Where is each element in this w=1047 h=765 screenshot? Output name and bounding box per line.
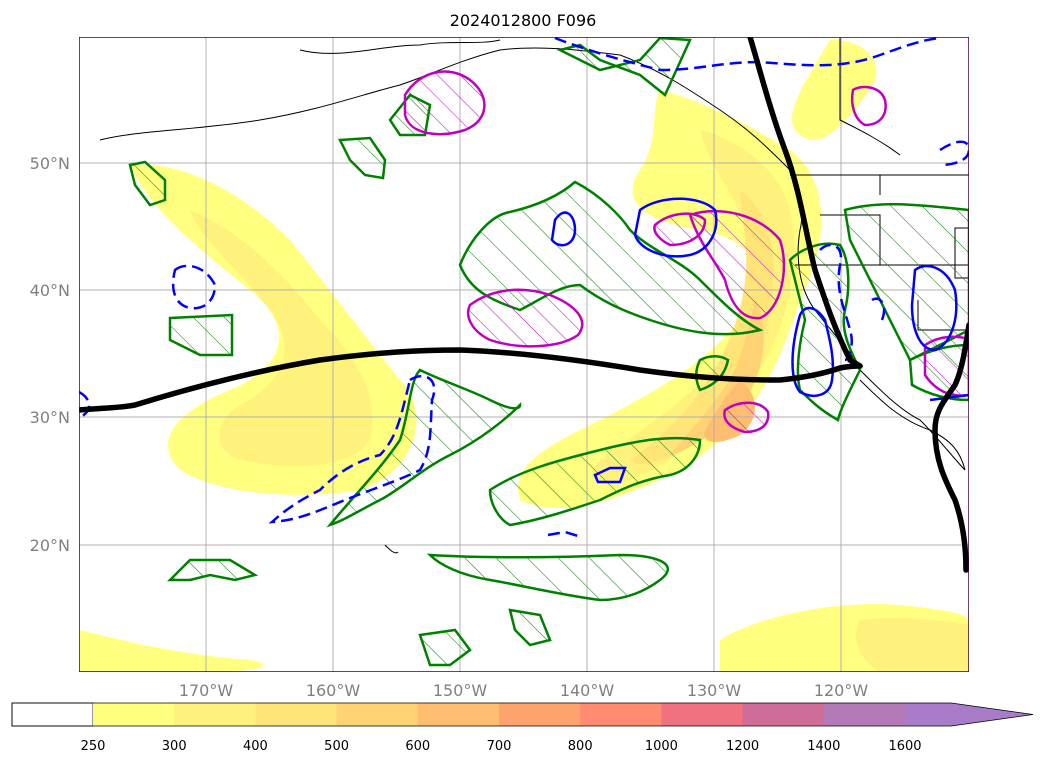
lat-label-30n: 30°N [30, 408, 70, 427]
colorbar-tick-label: 300 [162, 739, 187, 754]
lat-label-40n: 40°N [30, 281, 70, 300]
colorbar-segment [417, 703, 500, 726]
colorbar-tick-label: 700 [487, 739, 512, 754]
colorbar-segment [174, 703, 256, 726]
colorbar-segment [580, 703, 662, 726]
colorbar-tick-label: 600 [405, 739, 430, 754]
colorbar-segment [336, 703, 419, 726]
colorbar: 250 300 400 500 600 700 800 1000 1200 1400 1600 [11, 702, 1034, 754]
blue-contours [79, 37, 969, 538]
lon-label-140w: 140°W [560, 681, 615, 700]
colorbar-tick-label: 1400 [807, 739, 840, 754]
colorbar-ticks: 250 300 400 500 600 700 800 1000 1200 1400 1600 [81, 739, 922, 754]
lat-labels: 50°N 40°N 30°N 20°N [30, 154, 70, 555]
colorbar-boxes [11, 702, 1034, 727]
lat-label-20n: 20°N [30, 536, 70, 555]
lon-labels: 170°W 160°W 150°W 140°W 130°W 120°W [179, 681, 869, 700]
colorbar-tick-label: 500 [324, 739, 349, 754]
magenta-contours [403, 70, 969, 434]
colorbar-tick-label: 800 [568, 739, 593, 754]
colorbar-outline [11, 702, 1034, 727]
lon-label-150w: 150°W [433, 681, 488, 700]
jet-axis [79, 37, 969, 573]
lon-label-170w: 170°W [179, 681, 234, 700]
lat-label-50n: 50°N [30, 154, 70, 173]
colorbar-extend-arrow [905, 703, 1033, 726]
colorbar-segment [823, 703, 906, 726]
colorbar-tick-label: 1200 [726, 739, 759, 754]
colorbar-segment [742, 703, 825, 726]
map-panel [79, 37, 969, 672]
colorbar-tick-label: 1000 [645, 739, 678, 754]
map-title: 2024012800 F096 [450, 11, 597, 30]
colorbar-tick-label: 250 [81, 739, 106, 754]
lon-label-160w: 160°W [306, 681, 361, 700]
colorbar-segment [499, 703, 581, 726]
lon-label-120w: 120°W [814, 681, 869, 700]
colorbar-tick-label: 400 [243, 739, 268, 754]
colorbar-segment [255, 703, 338, 726]
colorbar-tick-label: 1600 [888, 739, 921, 754]
colorbar-under-segment [11, 702, 94, 727]
lon-label-130w: 130°W [687, 681, 742, 700]
colorbar-segment [93, 703, 175, 726]
colorbar-segment [661, 703, 744, 726]
